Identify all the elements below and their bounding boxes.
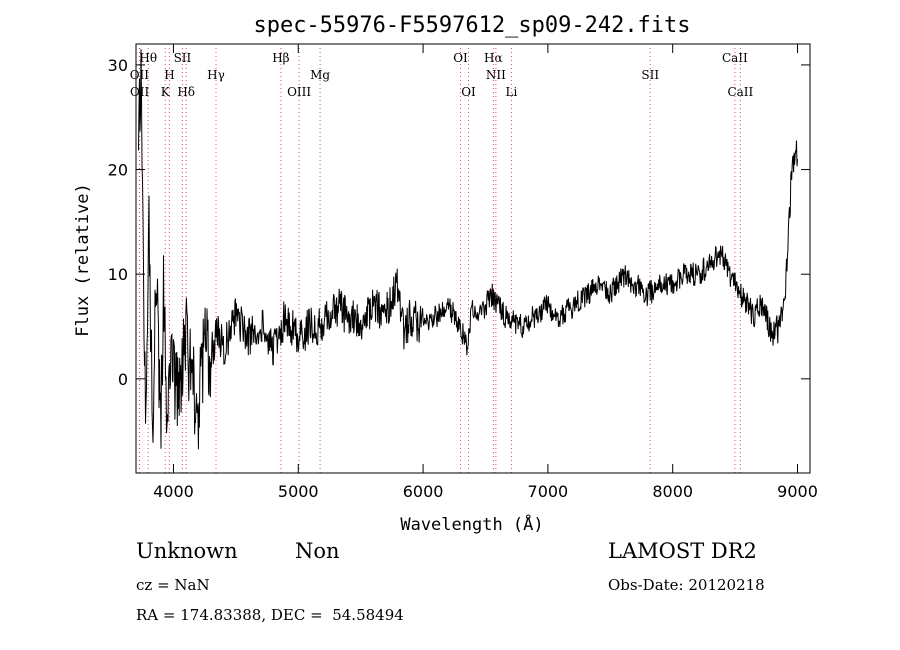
x-tick-label: 4000	[153, 482, 194, 501]
x-tick-label: 9000	[777, 482, 818, 501]
spectral-line-label: H	[164, 68, 174, 82]
spectral-line-label: Hα	[484, 51, 503, 65]
spectral-line-label: OI	[461, 85, 476, 99]
spectral-line-label: Hδ	[177, 85, 195, 99]
x-tick-label: 5000	[278, 482, 319, 501]
spectral-line-label: Hβ	[272, 51, 289, 65]
spectral-line-label: Mg	[310, 68, 330, 82]
x-tick-label: 8000	[652, 482, 693, 501]
spectral-line-label: Li	[506, 85, 518, 99]
chart-title: spec-55976-F5597612_sp09-242.fits	[253, 13, 690, 38]
object-class: Unknown	[136, 539, 238, 563]
x-tick-label: 7000	[528, 482, 569, 501]
plot-frame	[135, 43, 811, 474]
coordinates: RA = 174.83388, DEC = 54.58494	[136, 606, 404, 624]
x-tick-label: 6000	[403, 482, 444, 501]
survey-name: LAMOST DR2	[608, 539, 757, 563]
spectral-line-label: OII	[130, 68, 150, 82]
spectral-line-label: NII	[486, 68, 506, 82]
spectral-line-label: CaII	[722, 51, 748, 65]
spectrum-line	[138, 49, 798, 450]
y-tick-label: 20	[108, 161, 128, 180]
redshift-cz: cz = NaN	[136, 576, 210, 594]
x-axis-label: Wavelength (Å)	[400, 513, 543, 535]
observation-date: Obs-Date: 20120218	[608, 576, 765, 594]
y-tick-label: 30	[108, 56, 128, 75]
spectral-line-label: SII	[641, 68, 659, 82]
object-subclass: Non	[295, 539, 340, 563]
spectral-line-label: SII	[174, 51, 192, 65]
spectral-line-label: OI	[453, 51, 468, 65]
y-axis-label: Flux (relative)	[73, 183, 93, 337]
y-tick-label: 0	[118, 370, 128, 389]
spectral-line-label: Hθ	[139, 51, 157, 65]
axis-ticks: 4000 5000 6000 7000 8000 9000 0 10 20 30	[108, 44, 818, 501]
y-tick-label: 10	[108, 265, 128, 284]
spectral-line-label: K	[161, 85, 171, 99]
spectral-line-label: CaII	[727, 85, 753, 99]
spectral-line-label: OIII	[287, 85, 311, 99]
spectral-line-label: Hγ	[207, 68, 225, 82]
